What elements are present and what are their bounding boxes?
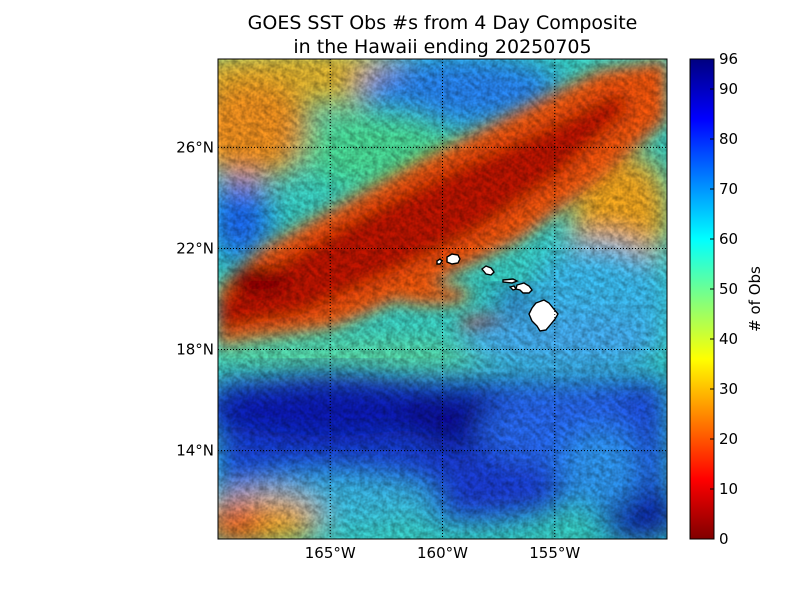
lon-tick-label: 155°W bbox=[529, 544, 580, 562]
colorbar-tick-label: 80 bbox=[719, 130, 738, 148]
lat-tick-label: 26°N bbox=[176, 138, 214, 156]
colorbar-gradient bbox=[690, 59, 714, 539]
lon-tick-label: 165°W bbox=[305, 544, 356, 562]
lat-tick-label: 14°N bbox=[176, 442, 214, 460]
island-niihau bbox=[436, 258, 443, 265]
colorbar: 0 10 20 30 40 50 60 70 80 90 96 # of Obs bbox=[689, 50, 764, 548]
colorbar-label: # of Obs bbox=[746, 266, 764, 332]
colorbar-tick-label: 10 bbox=[719, 480, 738, 498]
colorbar-frame bbox=[689, 58, 715, 540]
island-oahu bbox=[481, 265, 495, 276]
colorbar-tick-label: 60 bbox=[719, 230, 738, 248]
colorbar-tick-label: 0 bbox=[719, 530, 729, 548]
axis-ticks: 165°W 160°W 155°W 14°N 18°N 22°N 26°N bbox=[176, 138, 580, 562]
lat-tick-label: 18°N bbox=[176, 341, 214, 359]
island-hawaii bbox=[528, 299, 559, 332]
map-title-line2: in the Hawaii ending 20250705 bbox=[293, 36, 592, 58]
map-title-line1: GOES SST Obs #s from 4 Day Composite bbox=[247, 12, 638, 34]
map-frame bbox=[217, 58, 668, 540]
colorbar-tick-label: 70 bbox=[719, 180, 738, 198]
colorbar-tick-label: 30 bbox=[719, 380, 738, 398]
colorbar-tick-label: 20 bbox=[719, 430, 738, 448]
island-kauai bbox=[446, 253, 461, 265]
island-maui bbox=[515, 282, 533, 294]
island-molokai bbox=[502, 278, 519, 284]
colorbar-tick-label: 40 bbox=[719, 330, 738, 348]
lon-tick-label: 160°W bbox=[417, 544, 468, 562]
colorbar-tick-label: 50 bbox=[719, 280, 738, 298]
colorbar-tick-label: 90 bbox=[719, 80, 738, 98]
hawaiian-islands bbox=[436, 253, 559, 332]
colorbar-tick-label: 96 bbox=[719, 50, 738, 68]
obs-count-field bbox=[218, 59, 667, 539]
lat-tick-label: 22°N bbox=[176, 239, 214, 257]
graticule bbox=[218, 59, 667, 539]
